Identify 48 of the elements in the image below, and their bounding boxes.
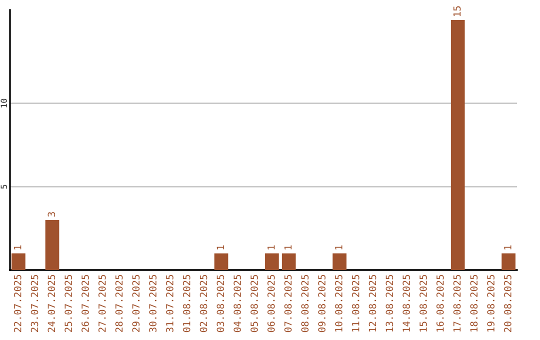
bar xyxy=(265,253,279,270)
x-tick-label: 01.08.2025 xyxy=(182,274,190,332)
x-tick-label: 30.07.2025 xyxy=(149,274,156,332)
x-tick-label: 09.08.2025 xyxy=(318,274,326,332)
bar xyxy=(214,253,228,270)
x-tick-label: 18.08.2025 xyxy=(470,274,478,332)
data-label: 15 xyxy=(453,6,461,16)
x-tick-label: 17.08.2025 xyxy=(453,274,461,332)
x-tick-label: 31.07.2025 xyxy=(166,274,174,332)
x-tick-label: 25.07.2025 xyxy=(64,274,72,332)
data-label: 1 xyxy=(216,245,224,250)
x-tick-label: 13.08.2025 xyxy=(386,274,394,332)
data-label: 1 xyxy=(335,245,342,250)
x-tick-label: 27.07.2025 xyxy=(98,274,106,332)
x-tick-label: 03.08.2025 xyxy=(216,274,224,332)
x-tick-label: 14.08.2025 xyxy=(402,274,410,332)
x-tick-label: 04.08.2025 xyxy=(234,274,241,332)
data-label: 1 xyxy=(268,245,275,250)
bar xyxy=(502,253,516,270)
x-tick-label: 08.08.2025 xyxy=(301,274,309,332)
bar xyxy=(450,20,465,270)
x-tick-label: 23.07.2025 xyxy=(30,274,38,332)
data-label: 3 xyxy=(48,212,56,217)
data-label: 1 xyxy=(504,245,512,250)
x-tick-label: 28.07.2025 xyxy=(115,274,123,332)
y-tick-label: 10 xyxy=(0,98,7,108)
x-tick-label: 07.08.2025 xyxy=(284,274,292,332)
x-tick-label: 06.08.2025 xyxy=(267,274,275,332)
bar xyxy=(282,253,296,270)
x-tick-label: 22.07.2025 xyxy=(14,274,22,332)
x-tick-label: 15.08.2025 xyxy=(420,274,427,332)
data-label: 1 xyxy=(14,245,22,250)
data-label: 1 xyxy=(284,245,292,250)
x-tick-label: 11.08.2025 xyxy=(352,274,360,332)
x-tick-label: 19.08.2025 xyxy=(487,274,494,332)
x-tick-label: 26.07.2025 xyxy=(82,274,89,332)
x-tick-label: 29.07.2025 xyxy=(132,274,140,332)
x-tick-label: 02.08.2025 xyxy=(200,274,208,332)
x-tick-label: 16.08.2025 xyxy=(436,274,444,332)
x-tick-label: 12.08.2025 xyxy=(368,274,376,332)
y-tick-label: 5 xyxy=(0,184,7,189)
x-tick-label: 10.08.2025 xyxy=(335,274,342,332)
x-tick-label: 20.08.2025 xyxy=(504,274,512,332)
bar xyxy=(332,253,346,270)
bar xyxy=(45,220,60,270)
x-tick-label: 05.08.2025 xyxy=(250,274,258,332)
x-tick-label: 24.07.2025 xyxy=(48,274,56,332)
bar xyxy=(12,253,26,270)
